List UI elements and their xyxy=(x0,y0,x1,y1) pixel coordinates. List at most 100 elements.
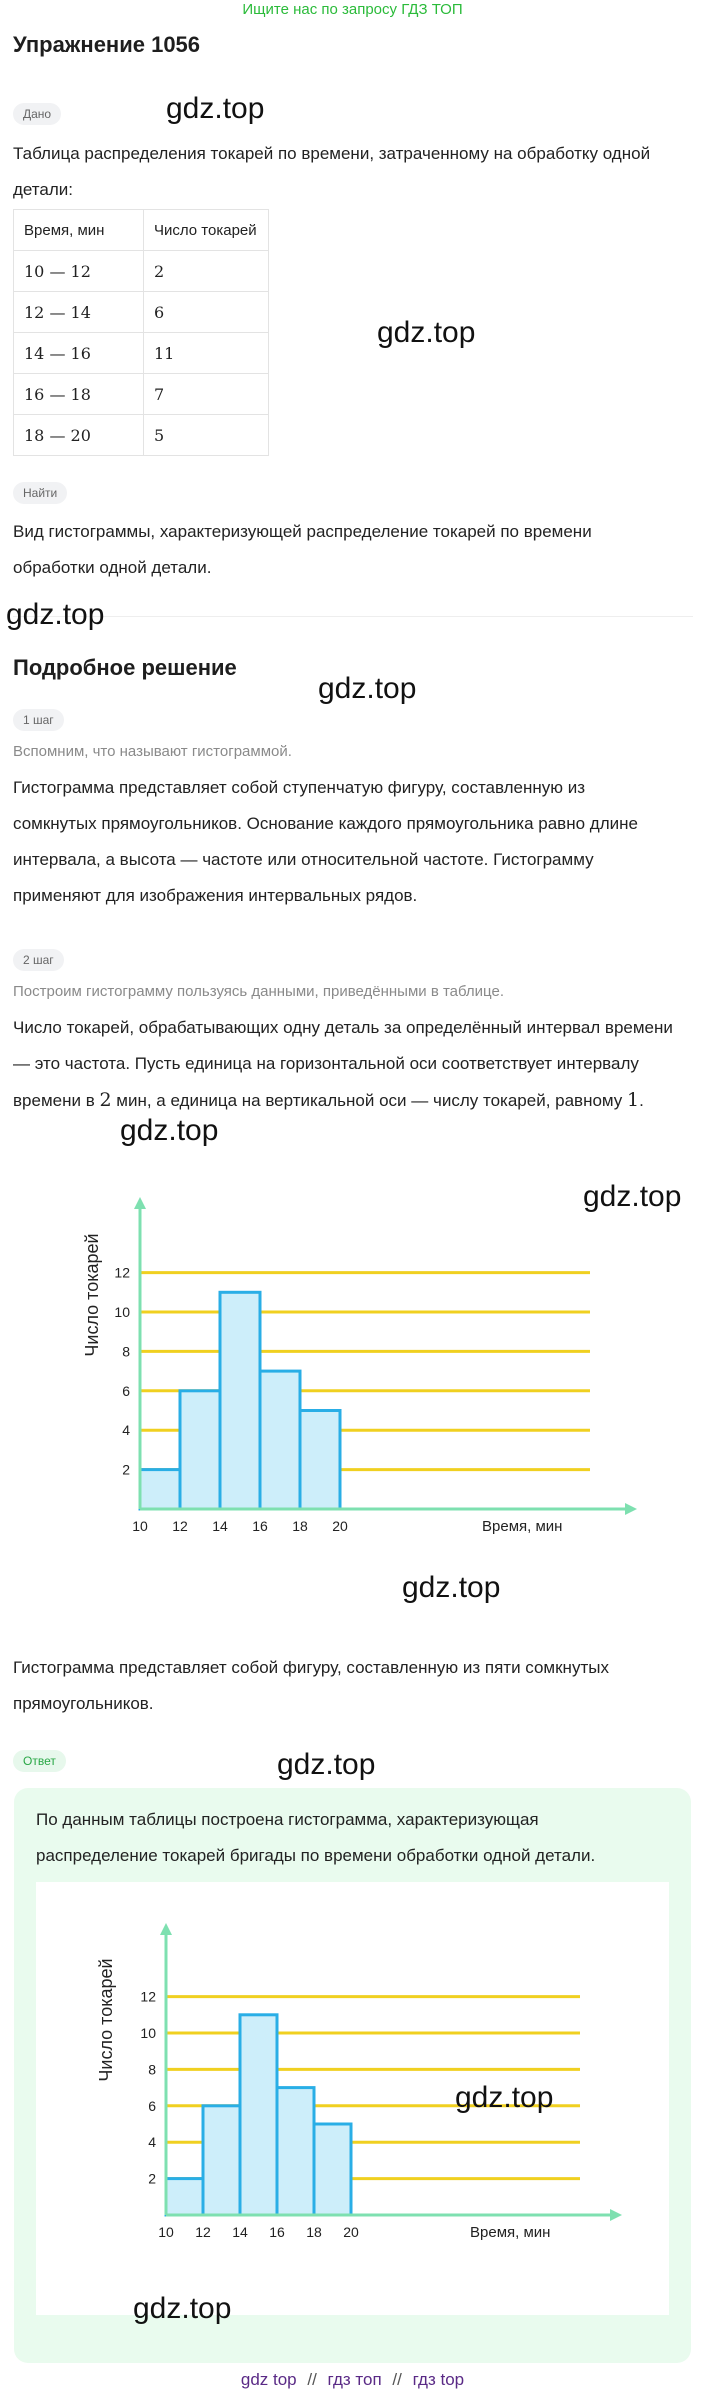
table-row: 16 — 18 7 xyxy=(13,373,269,415)
watermark: gdz.top xyxy=(166,92,265,125)
answer-text: По данным таблицы построена гистограмма,… xyxy=(36,1810,596,1865)
table-row: 10 — 12 2 xyxy=(13,250,269,292)
page-title: Упражнение 1056 xyxy=(13,32,201,57)
y-tick-label: 2 xyxy=(122,1462,130,1478)
footer-links: gdz top // гдз топ // гдз top xyxy=(0,2370,705,2390)
watermark: gdz.top xyxy=(133,2292,232,2325)
histogram-svg: 2 4 6 8 10 12 10 12 14 16 18 20 Время, мин Число тока… xyxy=(96,1923,622,2241)
y-tick-label: 6 xyxy=(122,1383,130,1399)
x-tick-label: 18 xyxy=(292,1518,308,1534)
watermark: gdz.top xyxy=(120,1114,219,1147)
watermark: gdz.top xyxy=(402,1571,501,1604)
histogram-chart-2: 2 4 6 8 10 12 10 12 14 16 18 20 Время, мин Число тока… xyxy=(90,1905,630,2250)
step2-hint: Построим гистограмму пользуясь данными, … xyxy=(13,983,504,1000)
y-tick-label: 12 xyxy=(114,1265,130,1281)
histogram-chart-1: 2 4 6 8 10 12 10 12 14 16 18 20 Время, мин Число тока… xyxy=(70,1195,650,1560)
table-row: 14 — 16 11 xyxy=(13,332,269,374)
histogram-bar xyxy=(275,2086,316,2217)
x-axis-arrow xyxy=(610,2209,622,2221)
answer-chart-panel xyxy=(36,1882,669,2315)
x-tick-label: 10 xyxy=(132,1518,148,1534)
footer-link-gdz-top-ru[interactable]: гдз топ xyxy=(327,2370,382,2389)
table-row: 18 — 20 5 xyxy=(13,414,269,456)
step2-text-b: мин, а единица на вертикальной оси — чис… xyxy=(111,1091,628,1110)
y-tick-label: 4 xyxy=(122,1422,130,1438)
histogram-bar xyxy=(258,1369,302,1511)
x-tick-label: 16 xyxy=(252,1518,268,1534)
table-cell: 12 — 14 xyxy=(13,291,144,333)
step2-number: 2 xyxy=(99,1089,112,1111)
y-tick-label: 8 xyxy=(148,2061,156,2077)
histogram-bar xyxy=(178,1389,222,1511)
histogram-bar xyxy=(312,2122,353,2217)
step2-text-a: Число токарей, обрабатывающих одну детал… xyxy=(13,1018,673,1110)
histogram-bar xyxy=(218,1290,262,1511)
solution-heading: Подробное решение xyxy=(13,655,237,680)
table-row: 12 — 14 6 xyxy=(13,291,269,333)
table-header-time: Время, мин xyxy=(13,209,144,251)
table-cell: 18 — 20 xyxy=(13,414,144,456)
x-tick-label: 16 xyxy=(269,2224,285,2240)
histogram-svg: 2 4 6 8 10 12 10 12 14 16 18 20 Время, мин Число тока… xyxy=(82,1197,637,1535)
watermark: gdz.top xyxy=(277,1748,376,1781)
given-text: Таблица распределения токарей по времени… xyxy=(13,144,651,199)
x-tick-label: 14 xyxy=(212,1518,228,1534)
y-tick-label: 10 xyxy=(140,2025,156,2041)
footer-separator: // xyxy=(307,2370,317,2389)
divider xyxy=(13,616,693,617)
x-tick-label: 18 xyxy=(306,2224,322,2240)
table-cell: 2 xyxy=(143,250,269,292)
watermark: gdz.top xyxy=(455,2081,554,2114)
y-tick-label: 10 xyxy=(114,1304,130,1320)
step2-text: Число токарей, обрабатывающих одну детал… xyxy=(13,1010,673,1119)
histogram-bar xyxy=(138,1468,182,1511)
watermark: gdz.top xyxy=(583,1180,682,1213)
y-tick-label: 6 xyxy=(148,2098,156,2114)
find-badge: Найти xyxy=(13,482,68,504)
x-tick-label: 20 xyxy=(343,2224,359,2240)
y-tick-label: 4 xyxy=(148,2134,156,2150)
x-axis-arrow xyxy=(625,1503,637,1515)
answer-badge: Ответ xyxy=(13,1750,66,1772)
given-badge: Дано xyxy=(13,103,62,125)
watermark: gdz.top xyxy=(318,672,417,705)
footer-link-gdz-top-mixed[interactable]: гдз top xyxy=(412,2370,465,2389)
step1-badge: 1 шаг xyxy=(13,709,64,731)
x-tick-label: 14 xyxy=(232,2224,248,2240)
y-axis-label: Число токарей xyxy=(82,1233,102,1356)
find-text: Вид гистограммы, характеризующей распред… xyxy=(13,522,592,577)
search-banner[interactable]: Ищите нас по запросу ГДЗ ТОП xyxy=(242,1,463,18)
watermark: gdz.top xyxy=(377,316,476,349)
table-cell: 14 — 16 xyxy=(13,332,144,374)
histogram-bar xyxy=(298,1409,342,1511)
y-tick-label: 2 xyxy=(148,2171,156,2187)
y-axis-label: Число токарей xyxy=(96,1958,116,2081)
x-tick-label: 12 xyxy=(172,1518,188,1534)
histogram-bar xyxy=(238,2013,279,2217)
table-cell: 10 — 12 xyxy=(13,250,144,292)
x-tick-label: 12 xyxy=(195,2224,211,2240)
table-header-count: Число токарей xyxy=(143,209,269,251)
y-axis-arrow xyxy=(160,1923,172,1935)
x-tick-label: 20 xyxy=(332,1518,348,1534)
step2-number: 1 xyxy=(627,1089,640,1111)
step1-hint: Вспомним, что называют гистограммой. xyxy=(13,743,292,760)
distribution-table: Время, мин Число токарей 10 — 12 2 12 — … xyxy=(13,209,269,456)
step2-text-c: . xyxy=(639,1091,644,1110)
footer-separator: // xyxy=(392,2370,402,2389)
y-axis-arrow xyxy=(134,1197,146,1209)
histogram-bar xyxy=(201,2104,242,2217)
x-tick-label: 10 xyxy=(158,2224,174,2240)
conclusion-text: Гистограмма представляет собой фигуру, с… xyxy=(13,1658,609,1713)
table-cell: 11 xyxy=(143,332,269,374)
table-cell: 6 xyxy=(143,291,269,333)
step2-badge: 2 шаг xyxy=(13,949,64,971)
footer-link-gdz-top[interactable]: gdz top xyxy=(240,2370,297,2389)
table-header-row: Время, мин Число токарей xyxy=(13,209,269,251)
table-cell: 5 xyxy=(143,414,269,456)
y-tick-label: 8 xyxy=(122,1343,130,1359)
x-axis-label: Время, мин xyxy=(482,1518,562,1535)
x-axis-label: Время, мин xyxy=(470,2224,550,2241)
table-cell: 7 xyxy=(143,373,269,415)
table-cell: 16 — 18 xyxy=(13,373,144,415)
